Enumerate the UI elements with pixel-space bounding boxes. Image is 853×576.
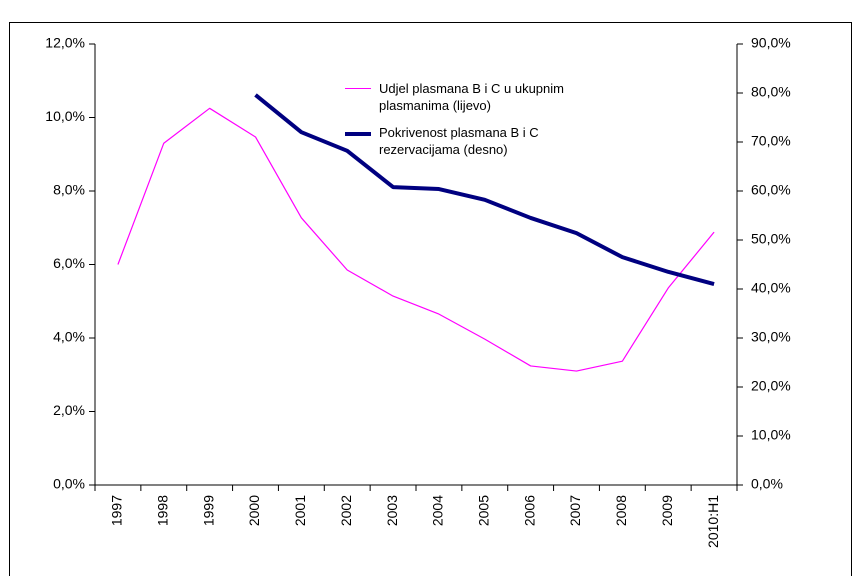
y2-tick-label: 40,0%	[751, 280, 791, 296]
y2-tick-label: 50,0%	[751, 231, 791, 247]
legend-swatch	[345, 88, 371, 89]
y-tick-label: 10,0%	[45, 108, 85, 124]
y-tick-label: 8,0%	[53, 182, 85, 198]
x-tick-label: 1997	[109, 495, 125, 526]
y-tick-label: 6,0%	[53, 255, 85, 271]
y2-tick-label: 80,0%	[751, 84, 791, 100]
legend-label: Pokrivenost plasmana B i C rezervacijama…	[379, 125, 539, 157]
y2-tick-label: 10,0%	[751, 427, 791, 443]
y-tick-label: 12,0%	[45, 35, 85, 51]
x-tick-label: 2009	[659, 495, 675, 526]
legend-swatch	[345, 132, 371, 136]
legend-label: Udjel plasmana B i C u ukupnim plasmanim…	[379, 81, 564, 113]
x-tick-label: 2001	[292, 495, 308, 526]
y2-tick-label: 20,0%	[751, 378, 791, 394]
x-tick-label: 1998	[154, 495, 170, 526]
x-tick-label: 1999	[200, 495, 216, 526]
x-tick-label: 2004	[430, 495, 446, 526]
y-tick-label: 4,0%	[53, 329, 85, 345]
x-tick-label: 2005	[475, 495, 491, 526]
x-tick-label: 2010:H1	[705, 495, 721, 548]
y2-tick-label: 0,0%	[751, 476, 783, 492]
series-line	[117, 107, 715, 372]
x-tick-label: 2008	[613, 495, 629, 526]
x-tick-label: 2002	[338, 495, 354, 526]
x-tick-label: 2007	[567, 495, 583, 526]
x-tick-label: 2006	[521, 495, 537, 526]
y2-tick-label: 90,0%	[751, 35, 791, 51]
y-tick-label: 0,0%	[53, 476, 85, 492]
series-line	[254, 93, 715, 287]
plot: 0,0% 2,0% 4,0% 6,0% 8,0% 10,0% 12,0% 0,0% 10,0% 2…	[45, 35, 790, 548]
y2-tick-label: 70,0%	[751, 133, 791, 149]
x-tick-label: 2003	[384, 495, 400, 526]
x-tick-label: 2000	[246, 495, 262, 526]
y2-tick-label: 30,0%	[751, 329, 791, 345]
chart-frame	[9, 22, 852, 576]
y-tick-label: 2,0%	[53, 402, 85, 418]
y2-tick-label: 60,0%	[751, 182, 791, 198]
